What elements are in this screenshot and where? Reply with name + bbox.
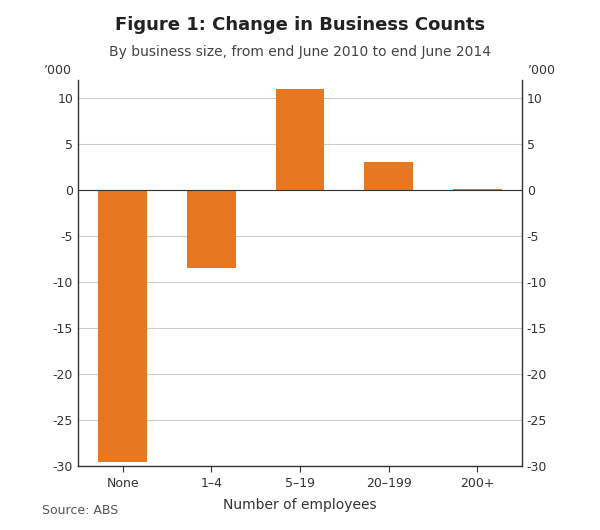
Text: By business size, from end June 2010 to end June 2014: By business size, from end June 2010 to … (109, 45, 491, 59)
Bar (98, 190, 147, 462)
Text: ’000: ’000 (44, 64, 72, 77)
Text: Source: ABS: Source: ABS (42, 504, 118, 517)
Bar (275, 89, 325, 190)
Bar (187, 190, 236, 268)
Text: ’000: ’000 (528, 64, 556, 77)
Text: Figure 1: Change in Business Counts: Figure 1: Change in Business Counts (115, 16, 485, 34)
Bar (453, 189, 502, 190)
Bar (364, 162, 413, 190)
X-axis label: Number of employees: Number of employees (223, 498, 377, 512)
